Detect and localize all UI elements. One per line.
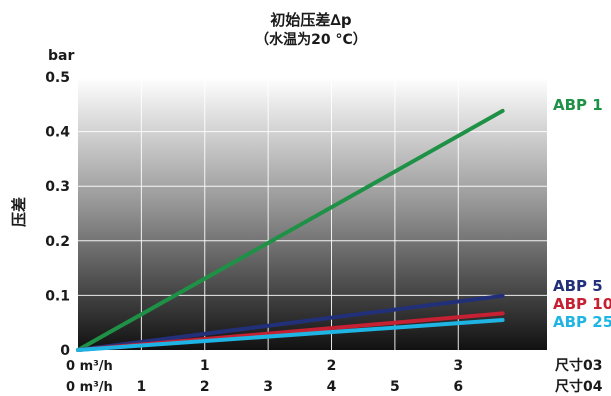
x-axis-name: 尺寸04 (555, 378, 603, 395)
chart-subtitle: （水温为20 °C） (255, 31, 367, 48)
x-tick-label: 6 (453, 379, 463, 395)
x-tick-label: 5 (390, 379, 400, 395)
x-axis-size03: 0 m³/h 1 2 3 尺寸03 (66, 357, 602, 374)
x-tick-label: 4 (327, 379, 337, 395)
x-axis-start-label: 0 m³/h (66, 380, 113, 395)
y-tick-label: 0.1 (45, 288, 70, 304)
y-unit-label: bar (48, 48, 74, 64)
y-tick-labels: 0 0.1 0.2 0.3 0.4 0.5 (45, 70, 70, 359)
x-tick-label: 2 (327, 358, 337, 374)
x-axis-size04: 0 m³/h 1 2 3 4 5 6 尺寸04 (66, 378, 603, 395)
series-line (76, 318, 505, 352)
series-label: ABP 5 (553, 277, 603, 295)
chart-title: 初始压差∆p (270, 11, 351, 29)
y-tick-label: 0 (60, 343, 70, 359)
series-label: ABP 1 (553, 96, 603, 114)
series-lines (76, 108, 505, 352)
x-tick-label: 3 (263, 379, 273, 395)
grid (78, 76, 547, 350)
y-tick-label: 0.3 (45, 179, 70, 195)
x-axis-start-label: 0 m³/h (66, 359, 113, 374)
x-tick-label: 1 (137, 379, 147, 395)
x-axis-name: 尺寸03 (555, 357, 602, 374)
y-tick-label: 0.2 (45, 234, 70, 250)
x-tick-label: 1 (200, 358, 210, 374)
y-tick-label: 0.5 (45, 70, 70, 86)
series-line (76, 293, 505, 352)
series-label: ABP 25 (553, 313, 611, 331)
x-tick-label: 3 (453, 358, 463, 374)
y-tick-label: 0.4 (45, 125, 70, 141)
x-tick-label: 2 (200, 379, 210, 395)
series-label: ABP 10 (553, 295, 611, 313)
series-line (76, 108, 505, 352)
y-axis-label: 压差 (10, 197, 28, 227)
